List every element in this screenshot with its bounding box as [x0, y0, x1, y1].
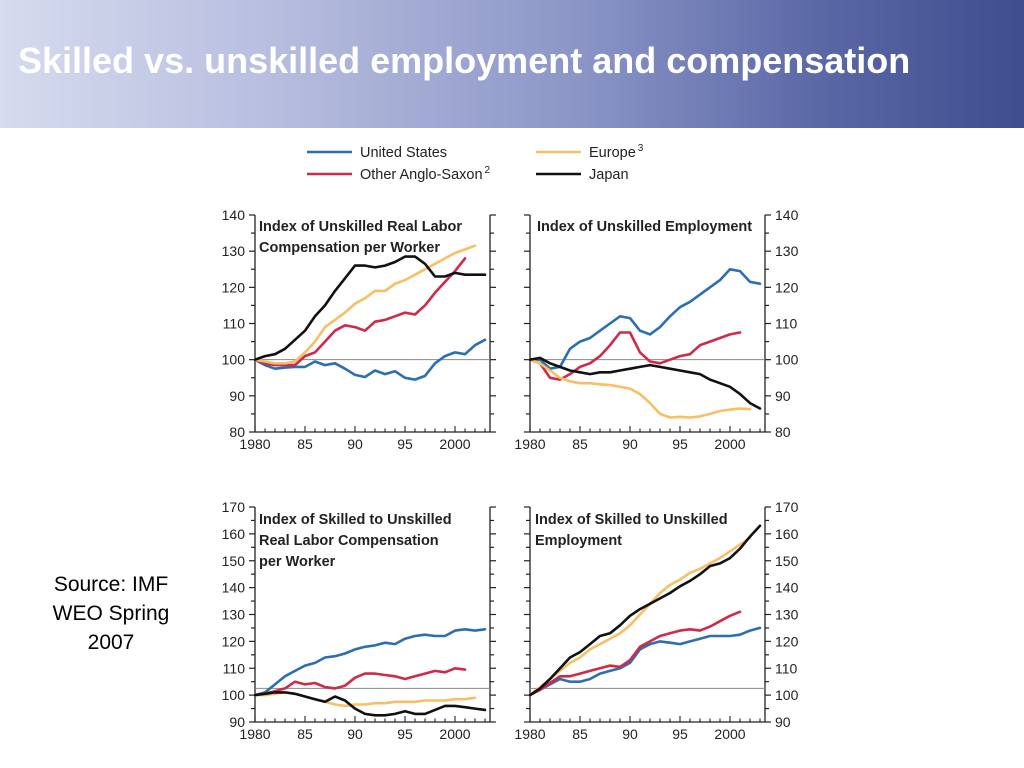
legend-label-europe: Europe: [589, 145, 636, 161]
y-tick-label: 110: [223, 660, 246, 676]
x-tick-label: 95: [672, 726, 688, 742]
y-tick-label: 130: [775, 607, 799, 623]
y-tick-label: 160: [222, 526, 246, 542]
y-tick-label: 100: [222, 687, 246, 703]
panel-title: per Worker: [259, 554, 336, 570]
x-tick-label: 90: [347, 726, 363, 742]
series-line-europe: [528, 358, 752, 419]
legend-label-japan: Japan: [589, 167, 629, 183]
title-banner: Skilled vs. unskilled employment and com…: [0, 0, 1024, 128]
source-line-3: 2007: [87, 631, 135, 654]
panel-title: Employment: [535, 533, 622, 549]
source-line-1: Source: IMF: [53, 573, 169, 596]
x-tick-label: 1980: [239, 726, 270, 742]
panel-title: Index of Skilled to Unskilled: [535, 512, 728, 528]
chart-panels: 80 90 100 110 120 130 140 1980 85 90 95 2000 Index o…: [222, 207, 799, 742]
y-tick-label: 140: [775, 580, 799, 596]
source-note: Source: IMF WEO Spring 2007: [30, 570, 192, 657]
y-tick-label: 90: [775, 714, 791, 730]
series-line-japan: [253, 691, 487, 717]
series-line-other-anglo-saxon: [253, 667, 467, 697]
y-tick-label: 90: [229, 388, 245, 404]
series-line-united-states: [253, 628, 487, 697]
panel-title: Compensation per Worker: [259, 240, 440, 256]
series-line-europe: [253, 691, 477, 708]
page-title: Skilled vs. unskilled employment and com…: [18, 40, 911, 81]
y-tick-label: 110: [775, 316, 798, 332]
y-tick-label: 120: [775, 633, 799, 649]
y-tick-label: 130: [222, 607, 246, 623]
series-line-other-anglo-saxon: [253, 257, 467, 367]
series-line-europe: [253, 244, 477, 365]
legend: United States Other Anglo-Saxon 2 Europe 3 Ja…: [307, 143, 644, 183]
series-line-japan: [528, 524, 762, 697]
y-tick-label: 100: [775, 687, 799, 703]
panel-title: Index of Unskilled Real Labor: [259, 219, 462, 235]
y-tick-label: 80: [775, 424, 791, 440]
x-tick-label: 2000: [439, 436, 470, 452]
x-tick-label: 90: [622, 726, 638, 742]
x-tick-label: 2000: [714, 436, 745, 452]
y-tick-label: 120: [222, 633, 246, 649]
y-tick-label: 140: [775, 207, 799, 223]
y-tick-label: 100: [775, 352, 799, 368]
series-line-united-states: [253, 338, 487, 381]
y-tick-label: 130: [775, 243, 799, 259]
panel-title: Real Labor Compensation: [259, 533, 439, 549]
x-tick-label: 85: [297, 436, 313, 452]
y-tick-label: 130: [222, 243, 246, 259]
chart-panel-3: 90 100 110 120 130 140 150 160 170 1980 85 90 95 2000…: [222, 499, 496, 742]
x-tick-label: 85: [297, 726, 313, 742]
chart-panel-4: 90 100 110 120 130 140 150 160 170 1980 85 90 95 2000…: [514, 499, 798, 742]
panel-title: Index of Skilled to Unskilled: [259, 512, 452, 528]
x-tick-label: 1980: [514, 436, 545, 452]
y-tick-label: 120: [775, 279, 799, 295]
series-line-japan: [253, 255, 487, 361]
series-line-japan: [528, 356, 762, 410]
y-tick-label: 110: [775, 660, 798, 676]
legend-superscript-europe: 3: [638, 143, 644, 154]
y-tick-label: 170: [775, 499, 799, 515]
series-line-united-states: [528, 626, 762, 697]
y-tick-label: 90: [229, 714, 245, 730]
legend-superscript-other-anglo-saxon: 2: [485, 165, 491, 176]
y-tick-label: 150: [775, 553, 799, 569]
legend-label-other-anglo-saxon: Other Anglo-Saxon: [360, 167, 483, 183]
x-tick-label: 1980: [239, 436, 270, 452]
x-tick-label: 95: [397, 436, 413, 452]
x-tick-label: 90: [347, 436, 363, 452]
x-tick-label: 90: [622, 436, 638, 452]
y-tick-label: 160: [775, 526, 799, 542]
panel-title: Index of Unskilled Employment: [537, 219, 752, 235]
x-tick-label: 2000: [714, 726, 745, 742]
series-line-united-states: [528, 268, 762, 370]
chart-panel-1: 80 90 100 110 120 130 140 1980 85 90 95 2000 Index o…: [222, 207, 496, 452]
series-line-other-anglo-saxon: [528, 331, 742, 381]
y-tick-label: 120: [222, 279, 246, 295]
x-tick-label: 1980: [514, 726, 545, 742]
y-tick-label: 170: [222, 499, 246, 515]
chart-panel-2: 80 90 100 110 120 130 140 1980 85 90 95 2000 Index o…: [514, 207, 798, 452]
legend-label-united-states: United States: [360, 145, 447, 161]
y-tick-label: 100: [222, 352, 246, 368]
y-tick-label: 140: [222, 580, 246, 596]
source-line-2: WEO Spring: [52, 602, 170, 625]
x-tick-label: 85: [572, 436, 588, 452]
x-tick-label: 95: [397, 726, 413, 742]
y-tick-label: 140: [222, 207, 246, 223]
series-line-other-anglo-saxon: [528, 610, 742, 697]
series-line-europe: [528, 536, 752, 697]
y-tick-label: 80: [229, 424, 245, 440]
y-tick-label: 90: [775, 388, 791, 404]
x-tick-label: 85: [572, 726, 588, 742]
x-tick-label: 2000: [439, 726, 470, 742]
y-tick-label: 150: [222, 553, 246, 569]
y-tick-label: 110: [223, 316, 246, 332]
x-tick-label: 95: [672, 436, 688, 452]
